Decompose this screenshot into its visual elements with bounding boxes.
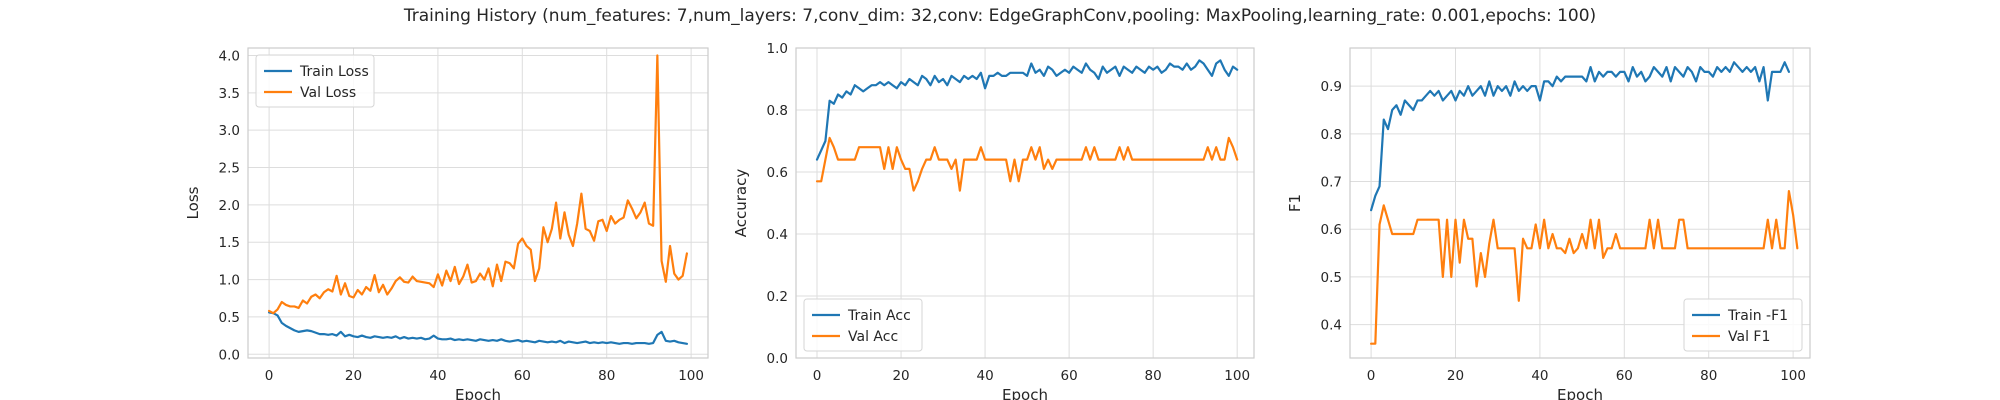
f1-x-tick-label: 0 xyxy=(1367,368,1376,384)
loss-legend-entry: Val Loss xyxy=(300,85,356,101)
f1-y-tick-label: 0.7 xyxy=(1321,175,1342,191)
loss-x-tick-label: 20 xyxy=(345,368,362,384)
loss-x-tick-label: 60 xyxy=(514,368,531,384)
accuracy-y-tick-label: 0.4 xyxy=(767,227,788,243)
f1-series-line-val xyxy=(1369,189,1799,345)
loss-y-axis-label: Loss xyxy=(184,186,202,219)
f1-chart: 0 20 40 60 80 100 0.4 0.5 0.6 0.7 0.8 0.9 Epoch F1 Tra… xyxy=(1286,47,1811,400)
accuracy-x-tick-label: 100 xyxy=(1224,368,1250,384)
f1-axes-frame xyxy=(1349,47,1811,359)
loss-legend-box xyxy=(255,54,375,108)
f1-x-tick-label: 20 xyxy=(1447,368,1464,384)
loss-x-tick-label: 80 xyxy=(598,368,615,384)
loss-y-tick-label: 4.0 xyxy=(219,48,240,64)
f1-legend: Train -F1 Val F1 xyxy=(1683,298,1803,352)
accuracy-legend: Train Acc Val Acc xyxy=(803,298,923,352)
loss-y-tick-label: 2.0 xyxy=(219,198,240,214)
loss-y-tick-label: 0.0 xyxy=(219,347,240,363)
loss-y-tick-label: 3.0 xyxy=(219,123,240,139)
f1-legend-entry: Train -F1 xyxy=(1727,308,1788,324)
loss-y-tick-label: 0.5 xyxy=(219,310,240,326)
accuracy-x-tick-label: 40 xyxy=(976,368,993,384)
f1-legend-entry: Val F1 xyxy=(1728,329,1770,345)
accuracy-y-tick-label: 0.0 xyxy=(767,351,788,367)
accuracy-legend-entry: Val Acc xyxy=(848,329,898,345)
accuracy-series-line-val xyxy=(815,136,1239,192)
accuracy-x-axis-label: Epoch xyxy=(1002,386,1048,400)
f1-x-tick-label: 80 xyxy=(1700,368,1717,384)
f1-x-tick-label: 60 xyxy=(1616,368,1633,384)
accuracy-legend-box xyxy=(803,298,923,352)
f1-y-tick-label: 0.5 xyxy=(1321,270,1342,286)
f1-x-tick-label: 40 xyxy=(1531,368,1548,384)
accuracy-y-tick-label: 1.0 xyxy=(767,41,788,57)
loss-axes-frame xyxy=(247,47,709,359)
accuracy-series-line-train xyxy=(815,59,1239,161)
f1-legend-box xyxy=(1683,298,1803,352)
accuracy-y-axis-label: Accuracy xyxy=(732,169,750,238)
f1-y-axis-label: F1 xyxy=(1286,194,1304,212)
f1-y-tick-label: 0.4 xyxy=(1321,318,1342,334)
loss-chart: 0 20 40 60 80 100 0.0 0.5 1.0 1.5 2.0 2.5 3.0 3.5 4.0 E… xyxy=(184,47,709,400)
figure-suptitle: Training History (num_features: 7,num_la… xyxy=(403,6,1596,26)
f1-series-line-train xyxy=(1369,61,1791,212)
loss-series-line-val xyxy=(268,54,689,315)
accuracy-chart: 0 20 40 60 80 100 0.0 0.2 0.4 0.6 0.8 1.0 Epoch Accur… xyxy=(732,41,1255,400)
loss-x-axis-label: Epoch xyxy=(455,386,501,400)
loss-x-tick-label: 100 xyxy=(678,368,704,384)
f1-y-tick-label: 0.8 xyxy=(1321,127,1342,143)
loss-y-tick-label: 1.0 xyxy=(219,273,240,289)
accuracy-x-tick-label: 20 xyxy=(892,368,909,384)
loss-series-line-train xyxy=(268,311,689,345)
loss-x-tick-label: 0 xyxy=(265,368,274,384)
accuracy-y-tick-label: 0.6 xyxy=(767,165,788,181)
accuracy-axes-frame xyxy=(795,47,1255,359)
f1-y-tick-label: 0.6 xyxy=(1321,222,1342,238)
loss-y-tick-label: 3.5 xyxy=(219,86,240,102)
accuracy-x-tick-label: 60 xyxy=(1061,368,1078,384)
loss-y-tick-label: 2.5 xyxy=(219,161,240,177)
f1-x-axis-label: Epoch xyxy=(1557,386,1603,400)
accuracy-y-tick-label: 0.2 xyxy=(767,289,788,305)
accuracy-x-tick-label: 0 xyxy=(813,368,822,384)
f1-x-tick-label: 100 xyxy=(1780,368,1806,384)
loss-y-tick-label: 1.5 xyxy=(219,235,240,251)
loss-x-tick-label: 40 xyxy=(429,368,446,384)
accuracy-legend-entry: Train Acc xyxy=(847,308,911,324)
loss-legend: Train Loss Val Loss xyxy=(255,54,375,108)
accuracy-y-tick-label: 0.8 xyxy=(767,103,788,119)
accuracy-x-tick-label: 80 xyxy=(1145,368,1162,384)
f1-y-tick-label: 0.9 xyxy=(1321,79,1342,95)
loss-legend-entry: Train Loss xyxy=(299,64,369,80)
